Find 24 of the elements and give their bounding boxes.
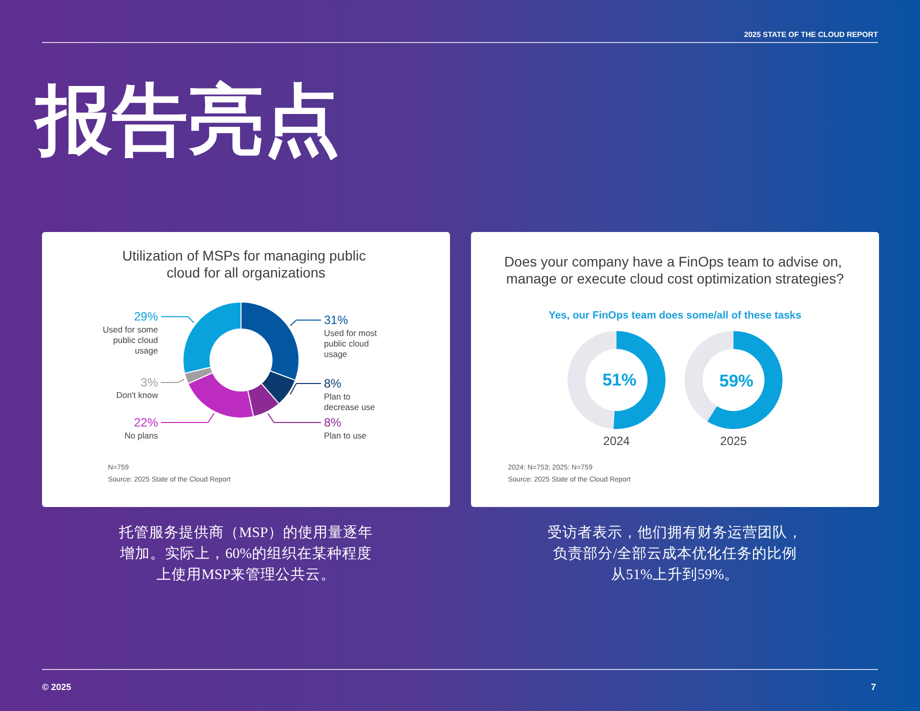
slice-label: Plan to decrease use [324,391,376,412]
chart-subtitle: Yes, our FinOps team does some/all of these tasks [548,310,802,322]
chart-title: Utilization of MSPs for managing public cloud for all organizations [122,248,370,280]
text: © 2025 [42,682,72,692]
text: 受访者表示，他们拥有财务运营团队，负责部分/全部云成本优化任务的比例从51%上升到59%。 [546,524,804,585]
data-label: 3% [140,375,158,390]
data-label: 29% [134,310,158,324]
slice-label: 2025 [720,434,748,448]
slice-label: No plans [124,430,158,440]
data-label: 8% [324,416,342,430]
slice-label: Used for some public cloud usage [102,324,158,356]
slice-label: 2024 [603,434,630,448]
data-label: 51% [602,370,637,390]
slice-label: Plan to use [324,430,367,440]
text: 7 [870,682,876,692]
data-label: 22% [134,416,158,430]
slice-label: Don't know [116,390,159,400]
text: 报告亮点 [36,74,340,166]
data-label: 31% [324,313,348,328]
data-label: 59% [719,371,754,390]
data-label: 8% [324,376,342,391]
slice-label: Used for most public cloud usage [324,328,378,359]
chart-title: Does your company have a FinOps team to advise on, manage or execute cloud cost optimization strategies? [504,254,846,286]
text: 托管服务提供商（MSP）的使用量逐年增加。实际上，60%的组织在某种程度上使用MSP来管理公共云。 [118,524,374,585]
